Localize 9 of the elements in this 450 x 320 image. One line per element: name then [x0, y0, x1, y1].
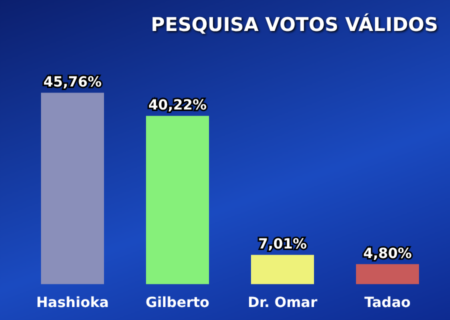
x-tick-label: Hashioka	[36, 295, 109, 312]
x-tick-label: Dr. Omar	[248, 295, 318, 312]
data-label: 7,01%	[258, 236, 307, 253]
data-label: 40,22%	[148, 98, 207, 114]
x-tick-label: Tadao	[364, 295, 412, 312]
data-label: 45,76%	[43, 74, 102, 90]
data-label: 4,80%	[363, 246, 412, 262]
x-tick-label: Gilberto	[146, 295, 210, 312]
chart-title: PESQUISA VOTOS VÁLIDOS	[150, 14, 438, 36]
